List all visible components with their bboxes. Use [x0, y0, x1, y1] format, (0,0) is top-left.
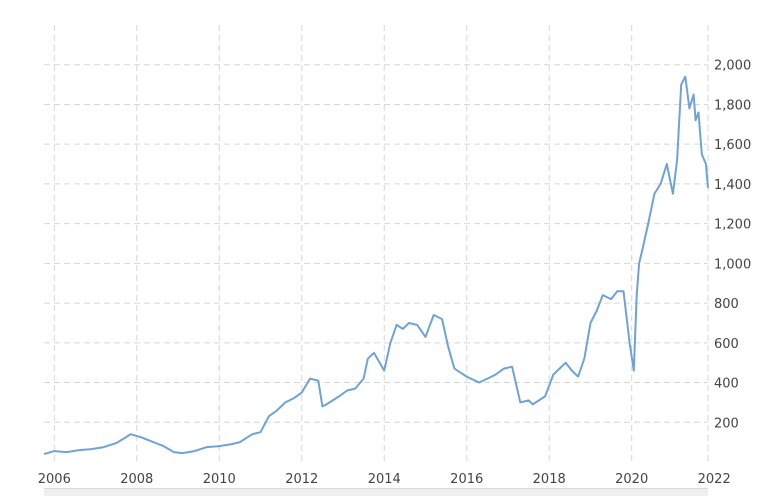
x-tick-label: 2018: [533, 472, 566, 487]
series-layer: [43, 75, 709, 456]
x-tick-label: 2014: [368, 472, 401, 487]
y-tick-label: 1,800: [714, 98, 751, 113]
gridlines: [44, 25, 709, 462]
x-tick-label: 2012: [285, 472, 318, 487]
y-tick-label: 400: [714, 377, 739, 392]
price-line: [43, 75, 709, 456]
range-scrollbar[interactable]: [44, 488, 708, 496]
y-tick-label: 600: [714, 337, 739, 352]
x-tick-label: 2006: [38, 472, 71, 487]
y-tick-label: 1,200: [714, 218, 751, 233]
y-tick-label: 1,600: [714, 138, 751, 153]
y-axis-ticks: 200 400 600 800 1,000 1,200 1,400 1,600 1,800 2,0…: [714, 59, 751, 432]
x-axis-ticks: 2006 2008 2010 2012 2014 2016 2018 2020 2022: [38, 472, 731, 487]
x-tick-label: 2022: [698, 472, 731, 487]
y-tick-label: 2,000: [714, 59, 751, 74]
x-tick-label: 2016: [450, 472, 483, 487]
x-tick-label: 2020: [615, 472, 648, 487]
y-tick-label: 200: [714, 416, 739, 431]
y-tick-label: 800: [714, 297, 739, 312]
y-tick-label: 1,400: [714, 178, 751, 193]
x-tick-label: 2008: [120, 472, 153, 487]
y-tick-label: 1,000: [714, 257, 751, 272]
x-tick-label: 2010: [203, 472, 236, 487]
